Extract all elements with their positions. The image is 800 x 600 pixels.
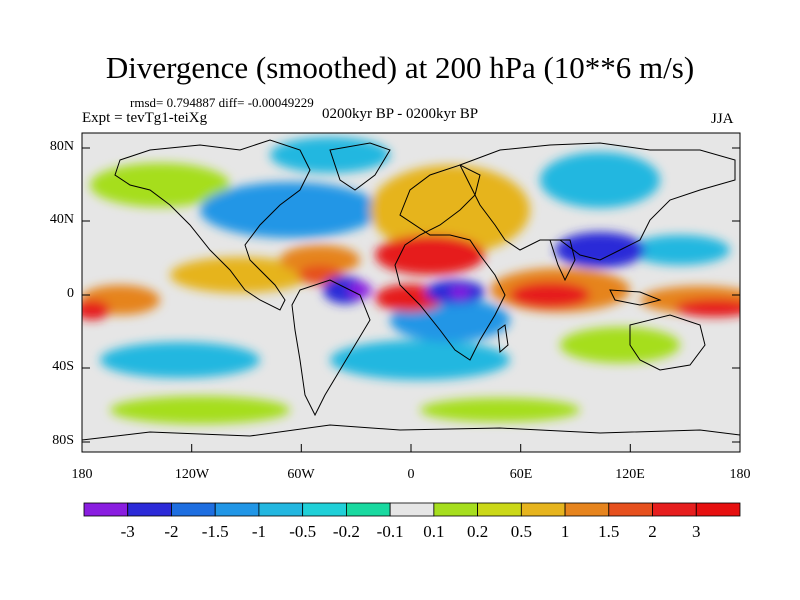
x-label-180w: 180 [71,467,93,482]
x-ticks [81,444,741,452]
colorbar-swatch [214,502,260,517]
y-label-80s: 80S [52,433,74,448]
period-label: 0200kyr BP - 0200kyr BP [322,106,479,122]
colorbar-swatch [127,502,172,517]
colorbar-swatch [652,502,697,517]
y-label-40n: 40N [49,212,74,227]
colorbar-label: 1.5 [598,522,620,541]
colorbar [83,502,741,517]
divergence-field [82,137,740,424]
coastlines [82,139,740,441]
colorbar-label: 3 [692,522,701,541]
colorbar-swatch [477,502,522,517]
colorbar-label: 0.1 [423,522,445,541]
colorbar-label: 2 [648,522,657,541]
x-label-60w: 60W [287,467,315,482]
colorbar-swatch [564,502,610,517]
y-label-40s: 40S [52,359,74,374]
x-label-120e: 120E [615,467,645,482]
colorbar-label: -0.1 [376,522,404,541]
colorbar-swatch [520,502,566,517]
colorbar-swatch [258,502,304,517]
x-label-120w: 120W [174,467,210,482]
x-label-180e: 180 [729,467,751,482]
colorbar-label: -2 [164,522,179,541]
y-label-80n: 80N [49,139,74,154]
colorbar-swatch [171,502,216,517]
x-label-60e: 60E [509,467,533,482]
colorbar-swatch [695,502,741,517]
colorbar-swatch [433,502,479,517]
colorbar-swatch [302,502,347,517]
colorbar-swatch [608,502,653,517]
colorbar-label: 1 [560,522,570,541]
season-label: JJA [711,111,734,127]
colorbar-swatch [345,502,391,517]
colorbar-label: 0.5 [510,522,532,541]
colorbar-label: -3 [120,522,135,541]
colorbar-label: -1 [251,522,266,541]
figure-title: Divergence (smoothed) at 200 hPa (10**6 … [105,50,695,85]
colorbar-label: -0.2 [332,522,360,541]
x-label-0: 0 [407,467,415,482]
experiment-label: Expt = tevTg1-teiXg [82,110,208,126]
y-label-0: 0 [67,286,74,301]
colorbar-label: -0.5 [289,522,317,541]
y-ticks [82,147,740,443]
colorbar-label: 0.2 [466,522,489,541]
colorbar-swatch [83,502,129,517]
rmsd-diff-stats: rmsd= 0.794887 diff= -0.00049229 [130,95,314,110]
colorbar-swatch [389,502,435,517]
colorbar-label: -1.5 [201,522,229,541]
